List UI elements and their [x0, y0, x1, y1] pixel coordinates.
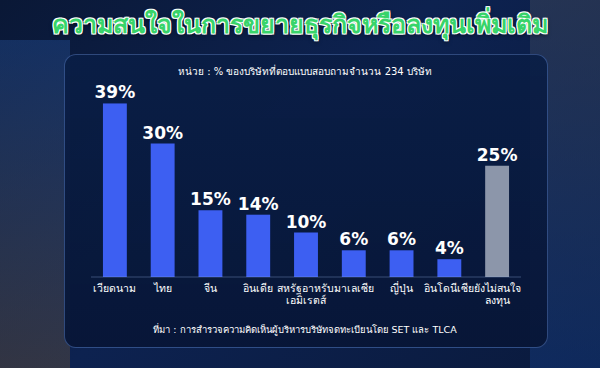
data-label: 4%: [435, 238, 464, 258]
bar: [151, 144, 175, 278]
data-label: 39%: [95, 82, 136, 102]
category-label: ยังไม่สนใจลงทุน: [467, 282, 527, 306]
data-labels: 39% 30% 15% 14% 10% 6% 6% 4% 25%: [95, 82, 518, 258]
data-label: 6%: [339, 229, 368, 249]
category-label: มาเลเซีย: [324, 282, 384, 294]
bar: [199, 210, 223, 277]
category-label: สหรัฐอาหรับเอมิเรตส์: [276, 282, 336, 306]
category-label: อินโดนีเซีย: [419, 282, 479, 294]
category-label: ญี่ปุ่น: [372, 282, 432, 294]
bar: [103, 103, 127, 277]
category-label: เวียดนาม: [85, 282, 145, 294]
data-label: 10%: [286, 212, 327, 232]
bars: [103, 103, 509, 277]
data-label: 14%: [238, 194, 279, 214]
source: ที่มา : การสำรวจความคิดเห็นผู้บริหารบริษ…: [64, 322, 546, 337]
subtitle: หน่วย : % ของบริษัทที่ตอบแบบสอบถามจำนวน …: [64, 64, 546, 79]
decoration: [0, 40, 70, 368]
bar: [437, 259, 461, 277]
bar: [485, 166, 509, 277]
data-label: 30%: [142, 123, 183, 143]
bar: [342, 250, 366, 277]
bar: [246, 215, 270, 277]
category-label: ไทย: [133, 282, 193, 294]
title: ความสนใจในการขยายธุรกิจหรือลงทุนเพิ่มเติ…: [0, 4, 600, 44]
data-label: 25%: [477, 145, 518, 165]
data-label: 15%: [190, 189, 231, 209]
baseline: [91, 277, 521, 278]
chart: 39% 30% 15% 14% 10% 6% 6% 4% 25%: [0, 0, 600, 368]
category-label: จีน: [181, 282, 241, 294]
bar: [390, 250, 414, 277]
data-label: 6%: [387, 229, 416, 249]
bar: [294, 233, 318, 278]
